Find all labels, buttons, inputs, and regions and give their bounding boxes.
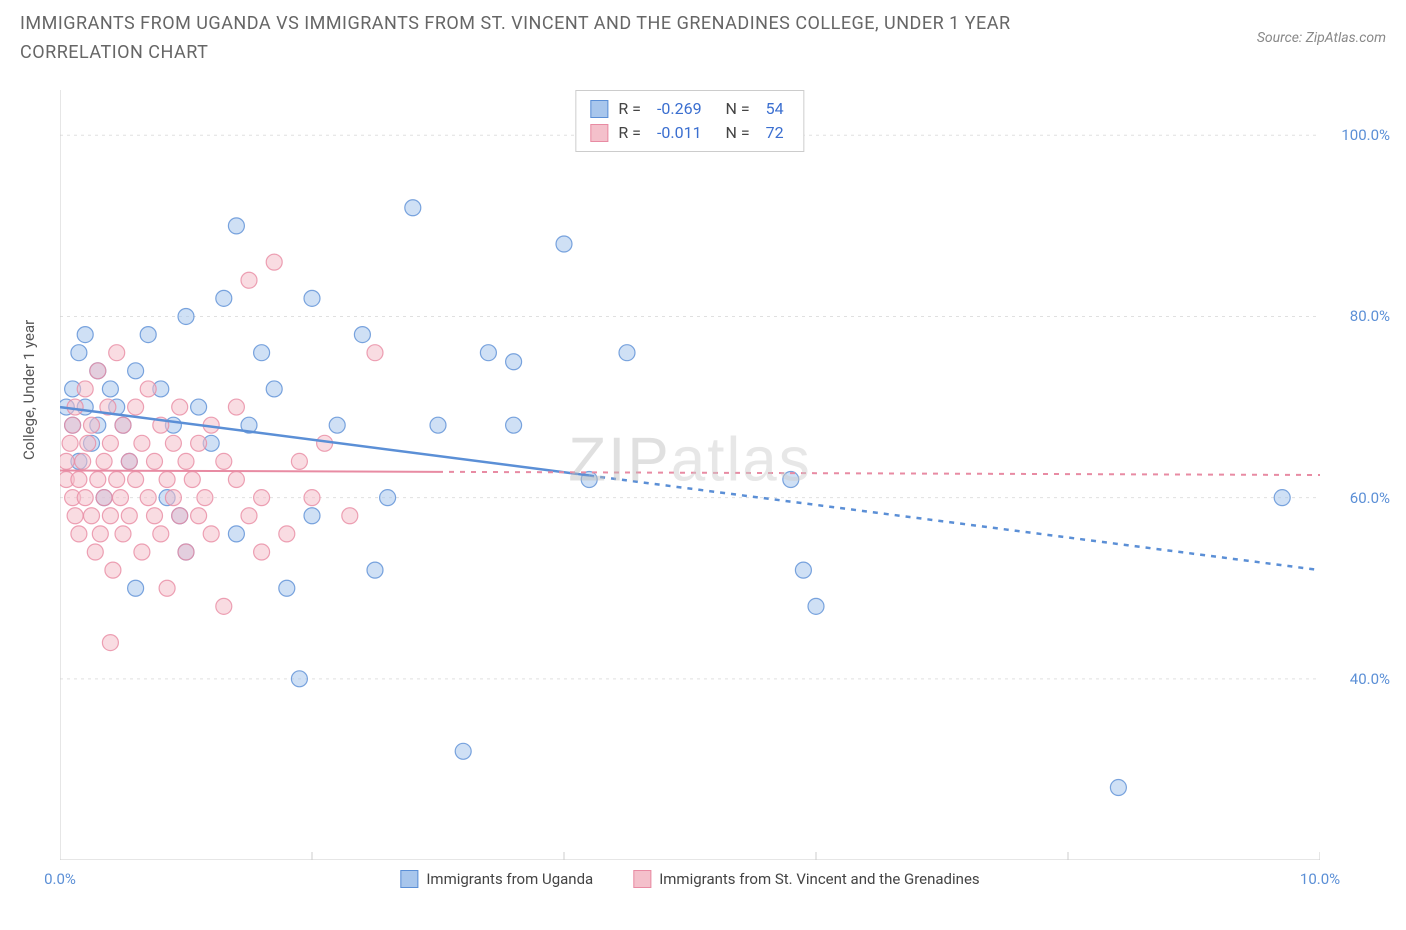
- stats-row: R = -0.011 N = 72: [590, 121, 789, 145]
- legend-item: Immigrants from Uganda: [400, 870, 593, 888]
- legend-label: Immigrants from Uganda: [426, 870, 593, 888]
- x-tick-label: 0.0%: [44, 870, 76, 888]
- series-swatch: [590, 100, 608, 118]
- x-tick-label: 10.0%: [1300, 870, 1340, 888]
- r-value: -0.011: [657, 121, 702, 145]
- r-label: R =: [618, 121, 641, 145]
- chart-area: ZIPatlas R =-0.269 N =54R =-0.011 N =72 …: [60, 90, 1320, 860]
- y-tick-label: 100.0%: [1341, 126, 1390, 144]
- y-tick-label: 60.0%: [1350, 489, 1390, 507]
- series-swatch: [633, 870, 651, 888]
- legend-item: Immigrants from St. Vincent and the Gren…: [633, 870, 979, 888]
- stats-legend-box: R = -0.269 N = 54 R = -0.011 N = 72: [575, 90, 804, 152]
- r-label: R =: [618, 97, 641, 121]
- legend-label: Immigrants from St. Vincent and the Gren…: [659, 870, 979, 888]
- source-attribution: Source: ZipAtlas.com: [1257, 30, 1386, 46]
- y-tick-label: 80.0%: [1350, 307, 1390, 325]
- series-legend: Immigrants from Uganda Immigrants from St…: [400, 870, 979, 888]
- n-value: 72: [766, 121, 784, 145]
- n-label: N =: [718, 121, 750, 145]
- r-value: -0.269: [657, 97, 702, 121]
- chart-title: IMMIGRANTS FROM UGANDA VS IMMIGRANTS FRO…: [20, 10, 1120, 68]
- series-swatch: [590, 124, 608, 142]
- n-label: N =: [718, 97, 750, 121]
- series-swatch: [400, 870, 418, 888]
- scatter-plot: [60, 90, 1320, 860]
- n-value: 54: [766, 97, 784, 121]
- stats-row: R = -0.269 N = 54: [590, 97, 789, 121]
- y-tick-label: 40.0%: [1350, 670, 1390, 688]
- y-axis-label: College, Under 1 year: [20, 320, 38, 460]
